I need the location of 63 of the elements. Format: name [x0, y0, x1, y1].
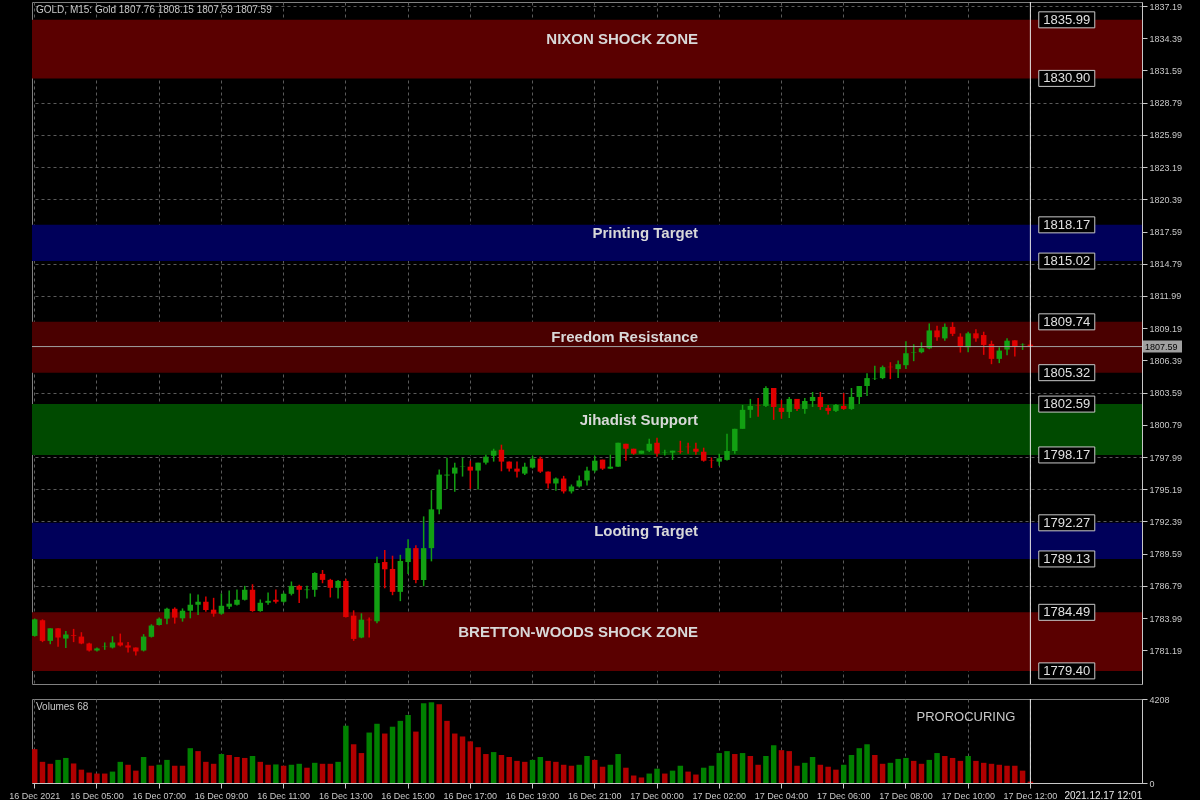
annotation: 1830.90 — [1043, 70, 1091, 86]
y-tick-label: 0 — [1149, 778, 1155, 789]
y-tick-label: 1789.59 — [1149, 549, 1183, 560]
x-tick-label: 16 Dec 19:00 — [505, 790, 560, 800]
x-tick-label: 17 Dec 06:00 — [816, 790, 871, 800]
y-tick-label: 1783.99 — [1149, 613, 1183, 624]
x-tick-label: 16 Dec 2021 — [9, 790, 61, 800]
y-tick-label: 1806.39 — [1149, 355, 1183, 366]
y-tick-label: 1834.39 — [1149, 33, 1183, 44]
y-tick-label: 1837.19 — [1149, 1, 1183, 12]
band-label: Printing Target — [592, 223, 698, 241]
y-tick-label: 1820.39 — [1149, 194, 1183, 205]
x-tick-label: 16 Dec 05:00 — [70, 790, 124, 800]
y-tick-label: 1809.19 — [1149, 323, 1183, 334]
annotation: 1818.17 — [1043, 216, 1091, 232]
band-label: NIXON SHOCK ZONE — [546, 30, 698, 48]
annotation: 1798.17 — [1043, 446, 1091, 462]
band-label: Jihadist Support — [579, 410, 698, 428]
x-tick-label: 16 Dec 09:00 — [194, 790, 249, 800]
y-tick-label: 1814.79 — [1149, 259, 1183, 270]
annotation: PROROCURING — [916, 709, 1016, 724]
band-label: Freedom Resistance — [551, 328, 698, 346]
band-label: Looting Target — [594, 521, 698, 539]
y-tick-label: 1786.79 — [1149, 581, 1183, 592]
x-tick-label: 16 Dec 11:00 — [257, 790, 311, 800]
annotation: 1815.02 — [1043, 253, 1091, 269]
y-tick-label: 4208 — [1149, 694, 1170, 705]
y-tick-label: 1831.59 — [1149, 65, 1183, 76]
chart-title: Volumes 68 — [36, 701, 89, 712]
annotation: 1784.49 — [1043, 604, 1091, 620]
ref-line-label: 1807.59 — [1145, 341, 1178, 352]
y-tick-label: 1800.79 — [1149, 420, 1183, 431]
x-tick-label: 17 Dec 12:00 — [1003, 790, 1058, 800]
annotation: 1835.99 — [1043, 11, 1091, 27]
y-tick-label: 1828.79 — [1149, 98, 1183, 109]
y-tick-label: 1795.19 — [1149, 484, 1183, 495]
y-tick-label: 1792.39 — [1149, 516, 1183, 527]
x-tick-label: 17 Dec 00:00 — [630, 790, 684, 800]
annotation: 1789.13 — [1043, 550, 1091, 566]
annotation: 1809.74 — [1043, 313, 1091, 329]
x-tick-label: 16 Dec 17:00 — [443, 790, 498, 800]
y-tick-label: 1811.99 — [1149, 291, 1182, 302]
x-tick-label: 16 Dec 07:00 — [132, 790, 186, 800]
x-tick-label: 17 Dec 08:00 — [879, 790, 933, 800]
y-tick-label: 1825.99 — [1149, 130, 1183, 141]
x-tick-label: 16 Dec 15:00 — [381, 790, 435, 800]
x-tick-label: 17 Dec 10:00 — [941, 790, 995, 800]
y-tick-label: 1781.19 — [1149, 645, 1183, 656]
annotation: 1805.32 — [1043, 364, 1091, 380]
ref-line-label: 2021.12.17 12:01 — [1064, 790, 1143, 800]
annotation: 1779.40 — [1043, 662, 1091, 678]
x-tick-label: 17 Dec 02:00 — [692, 790, 747, 800]
band-label: BRETTON-WOODS SHOCK ZONE — [458, 622, 698, 640]
y-tick-label: 1823.19 — [1149, 162, 1183, 173]
y-tick-label: 1803.59 — [1149, 388, 1183, 399]
y-tick-label: 1797.99 — [1149, 452, 1183, 463]
chart-title: GOLD, M15: Gold 1807.76 1808.15 1807.59 1807.59 — [36, 4, 273, 15]
y-tick-label: 1817.59 — [1149, 227, 1183, 238]
x-tick-label: 16 Dec 21:00 — [568, 790, 622, 800]
x-tick-label: 17 Dec 04:00 — [754, 790, 809, 800]
annotation: 1802.59 — [1043, 396, 1091, 412]
x-tick-label: 16 Dec 13:00 — [319, 790, 373, 800]
annotation: 1792.27 — [1043, 514, 1091, 530]
